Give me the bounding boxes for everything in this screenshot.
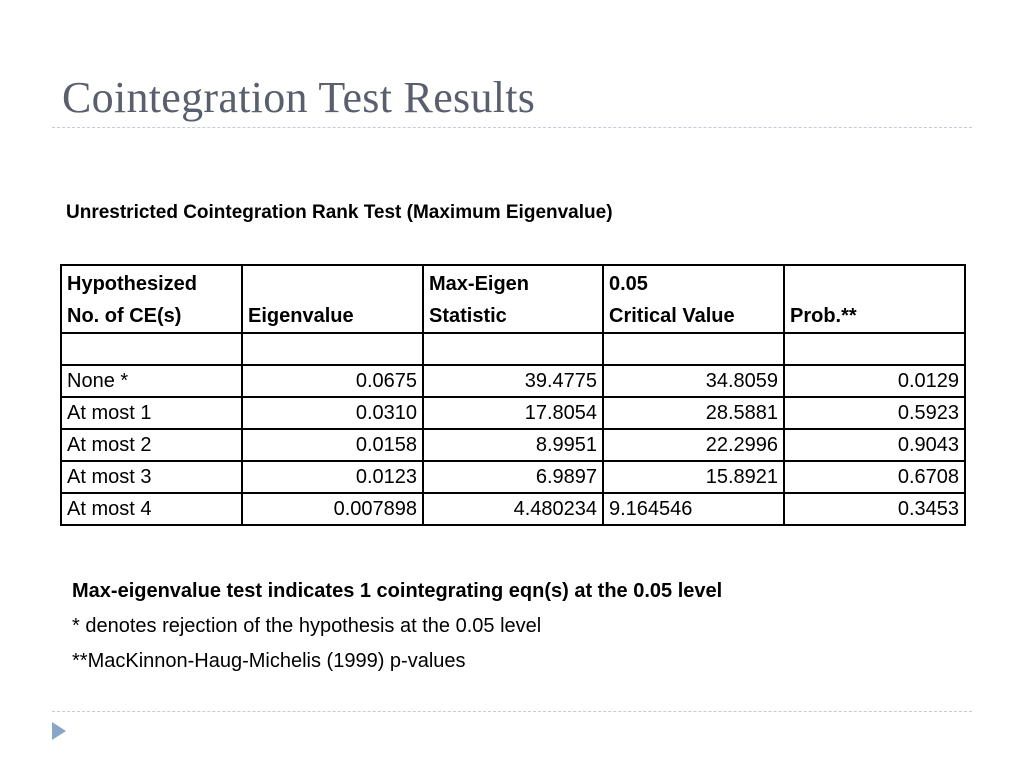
statistic-cell: 8.9951: [422, 428, 604, 462]
slide-title: Cointegration Test Results: [62, 73, 536, 122]
critical-value-cell: 22.2996: [602, 428, 785, 462]
critical-value-cell: 9.164546: [602, 492, 785, 526]
header-eigenvalue: Eigenvalue: [241, 264, 424, 334]
hypothesis-cell: At most 2: [60, 428, 243, 462]
critical-value-cell: 34.8059: [602, 364, 785, 398]
header-line: Max-Eigen: [429, 273, 530, 295]
header-hypothesized: Hypothesized No. of CE(s): [60, 264, 243, 334]
cointegration-results-table: Hypothesized No. of CE(s) Eigenvalue Max…: [60, 264, 966, 526]
header-line: Statistic: [429, 305, 507, 327]
table-cell: [422, 332, 604, 366]
header-line: Critical Value: [609, 305, 735, 327]
table-caption: Unrestricted Cointegration Rank Test (Ma…: [66, 202, 613, 223]
table-cell: [241, 332, 424, 366]
table-notes: Max-eigenvalue test indicates 1 cointegr…: [72, 574, 722, 679]
eigenvalue-cell: 0.0158: [241, 428, 424, 462]
table-cell: [783, 332, 966, 366]
prob-cell: 0.9043: [783, 428, 966, 462]
header-line: No. of CE(s): [67, 305, 182, 327]
eigenvalue-cell: 0.0310: [241, 396, 424, 430]
table-cell: [60, 332, 243, 366]
hypothesis-cell: At most 3: [60, 460, 243, 494]
table-header-row: Hypothesized No. of CE(s) Eigenvalue Max…: [60, 264, 966, 334]
table-row: At most 1 0.0310 17.8054 28.5881 0.5923: [60, 396, 966, 430]
conclusion-note: Max-eigenvalue test indicates 1 cointegr…: [72, 580, 723, 602]
eigenvalue-cell: 0.007898: [241, 492, 424, 526]
table-row: At most 4 0.007898 4.480234 9.164546 0.3…: [60, 492, 966, 526]
table-row: At most 3 0.0123 6.9897 15.8921 0.6708: [60, 460, 966, 494]
header-prob: Prob.**: [783, 264, 966, 334]
header-line: [248, 268, 417, 300]
next-slide-triangle-icon[interactable]: [52, 722, 66, 740]
title-divider: [52, 127, 972, 128]
table-row-empty: [60, 332, 966, 366]
header-line: Eigenvalue: [248, 305, 354, 327]
prob-cell: 0.3453: [783, 492, 966, 526]
table-cell: [602, 332, 785, 366]
header-line: [790, 268, 959, 300]
eigenvalue-cell: 0.0675: [241, 364, 424, 398]
hypothesis-cell: None *: [60, 364, 243, 398]
asterisk-note: * denotes rejection of the hypothesis at…: [72, 615, 542, 637]
prob-cell: 0.6708: [783, 460, 966, 494]
prob-cell: 0.5923: [783, 396, 966, 430]
header-max-eigen-statistic: Max-Eigen Statistic: [422, 264, 604, 334]
header-line: 0.05: [609, 273, 648, 295]
statistic-cell: 17.8054: [422, 396, 604, 430]
prob-cell: 0.0129: [783, 364, 966, 398]
footer-divider: [52, 711, 972, 712]
hypothesis-cell: At most 4: [60, 492, 243, 526]
header-critical-value: 0.05 Critical Value: [602, 264, 785, 334]
pvalue-note: **MacKinnon-Haug-Michelis (1999) p-value…: [72, 650, 466, 672]
statistic-cell: 4.480234: [422, 492, 604, 526]
critical-value-cell: 15.8921: [602, 460, 785, 494]
critical-value-cell: 28.5881: [602, 396, 785, 430]
hypothesis-cell: At most 1: [60, 396, 243, 430]
table-row: None * 0.0675 39.4775 34.8059 0.0129: [60, 364, 966, 398]
statistic-cell: 39.4775: [422, 364, 604, 398]
header-line: Hypothesized: [67, 273, 198, 295]
table-row: At most 2 0.0158 8.9951 22.2996 0.9043: [60, 428, 966, 462]
statistic-cell: 6.9897: [422, 460, 604, 494]
header-line: Prob.**: [790, 305, 857, 327]
eigenvalue-cell: 0.0123: [241, 460, 424, 494]
